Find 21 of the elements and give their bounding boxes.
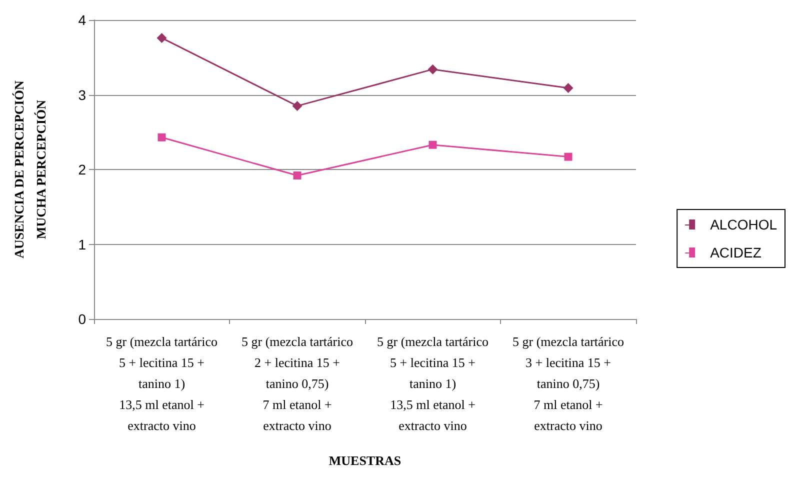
y-tick-label: 4	[78, 12, 86, 28]
x-tick-label: 5 gr (mezcla tartárico 3 + lecitina 15 + tanino 0,75) 7 ml etanol + extracto vino	[512, 334, 624, 433]
x-tick-label: 5 gr (mezcla tartárico 2 + lecitina 15 + tanino 0,75) 7 ml etanol + extracto vino	[241, 334, 354, 433]
y-tick-label: 0	[78, 311, 86, 327]
point	[428, 64, 438, 74]
point	[158, 133, 166, 142]
y-tick-label: 2	[78, 162, 86, 178]
point	[428, 140, 437, 149]
y-tick-label: 1	[78, 236, 86, 252]
x-tick-label: 5 gr (mezcla tartárico 5 + lecitina 15 + tanino 1) 13,5 ml etanol + extracto vino	[376, 334, 489, 433]
x-axis-title: MUESTRAS	[328, 453, 402, 468]
point	[292, 100, 302, 111]
point	[563, 83, 574, 94]
x-tick-label: 5 gr (mezcla tartárico 5 + lecitina 15 + tanino 1) 13,5 ml etanol + extracto vino	[106, 334, 218, 433]
point	[293, 171, 302, 180]
legend-label: ALCOHOL	[710, 216, 778, 232]
legend-label: ACIDEZ	[710, 244, 762, 260]
point	[564, 152, 572, 161]
point	[156, 32, 167, 43]
y-tick-label: 3	[78, 86, 86, 103]
y-axis-title: AUSENCIA DE PERCEPCIÓN MUCHA PERCEPCIÓN	[12, 80, 48, 258]
